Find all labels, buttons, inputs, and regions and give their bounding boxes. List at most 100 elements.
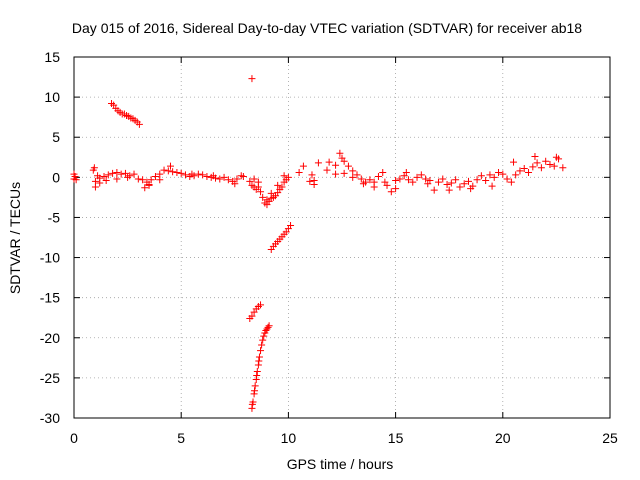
data-point: [188, 170, 196, 178]
series-outlier: [248, 75, 256, 83]
data-point: [422, 175, 430, 183]
data-point: [109, 169, 117, 177]
data-point: [246, 177, 254, 185]
y-tick-label: -5: [48, 209, 61, 225]
data-point: [96, 179, 104, 187]
data-point: [314, 159, 322, 167]
data-point: [520, 165, 528, 173]
data-point: [160, 166, 168, 174]
data-point: [404, 176, 412, 184]
data-point: [533, 159, 541, 167]
data-point: [264, 323, 272, 331]
data-point: [254, 178, 262, 186]
data-point: [209, 172, 217, 180]
data-point: [370, 183, 378, 191]
data-point: [113, 175, 121, 183]
data-point: [467, 185, 475, 193]
x-tick-label: 25: [602, 430, 618, 446]
data-point: [255, 353, 263, 361]
data-point: [248, 312, 256, 320]
data-point: [251, 382, 259, 390]
data-point: [100, 173, 108, 181]
data-point: [332, 161, 340, 169]
data-point: [139, 176, 147, 184]
data-point: [255, 357, 263, 365]
data-point: [516, 167, 524, 175]
data-point: [295, 169, 303, 177]
data-point: [443, 181, 451, 189]
data-point: [531, 152, 539, 160]
data-point: [203, 173, 211, 181]
plot-frame: [73, 56, 611, 419]
data-point: [259, 336, 267, 344]
data-point: [529, 163, 537, 171]
data-point: [251, 387, 259, 395]
data-point: [124, 173, 132, 181]
grid: [74, 57, 610, 418]
x-axis-label: GPS time / hours: [287, 456, 394, 472]
series-baseline-2: [295, 149, 567, 196]
data-point: [156, 176, 164, 184]
data-point: [141, 184, 149, 192]
data-point: [349, 173, 357, 181]
data-point: [456, 183, 464, 191]
data-point: [495, 169, 503, 177]
series-dip: [246, 172, 292, 209]
data-point: [216, 175, 224, 183]
data-point: [250, 175, 258, 183]
data-point: [257, 188, 265, 196]
data-point: [374, 173, 382, 181]
data-point: [164, 167, 172, 175]
data-point: [91, 183, 99, 191]
data-point: [287, 221, 295, 229]
data-point: [177, 169, 185, 177]
data-point: [525, 169, 533, 177]
x-tick-label: 20: [495, 430, 511, 446]
series-arc-minus8: [267, 221, 295, 254]
data-point: [366, 176, 374, 184]
data-point: [447, 179, 455, 187]
data-point: [332, 170, 340, 178]
data-point: [239, 173, 247, 181]
data-point: [413, 173, 421, 181]
x-tick-label: 5: [177, 430, 185, 446]
data-point: [559, 164, 567, 172]
data-point: [253, 367, 261, 375]
data-point: [445, 186, 453, 194]
data-point: [434, 178, 442, 186]
data-point: [396, 175, 404, 183]
data-point: [349, 167, 357, 175]
data-point: [220, 173, 228, 181]
data-point: [104, 171, 112, 179]
data-point: [542, 157, 550, 165]
data-point: [430, 186, 438, 194]
data-point: [224, 176, 232, 184]
y-tick-label: 10: [44, 89, 60, 105]
y-tick-label: -25: [40, 370, 60, 386]
data-point: [258, 341, 266, 349]
data-point: [151, 173, 159, 181]
data-point: [402, 169, 410, 177]
data-point: [464, 177, 472, 185]
data-point: [248, 75, 256, 83]
data-point: [323, 166, 331, 174]
x-tick-label: 15: [388, 430, 404, 446]
data-point: [257, 301, 265, 309]
data-point: [392, 185, 400, 193]
data-point: [90, 164, 98, 172]
data-point: [359, 180, 367, 188]
data-point: [278, 183, 286, 191]
data-point: [71, 173, 79, 181]
data-point: [113, 169, 121, 177]
data-point: [482, 177, 490, 185]
data-point: [199, 171, 207, 179]
data-point: [488, 182, 496, 190]
data-point: [102, 177, 110, 185]
data-point: [147, 176, 155, 184]
data-point: [409, 178, 417, 186]
data-point: [460, 180, 468, 188]
data-point: [503, 175, 511, 183]
data-points: [70, 75, 567, 412]
series-steep-arc: [248, 322, 273, 412]
data-point: [510, 158, 518, 166]
